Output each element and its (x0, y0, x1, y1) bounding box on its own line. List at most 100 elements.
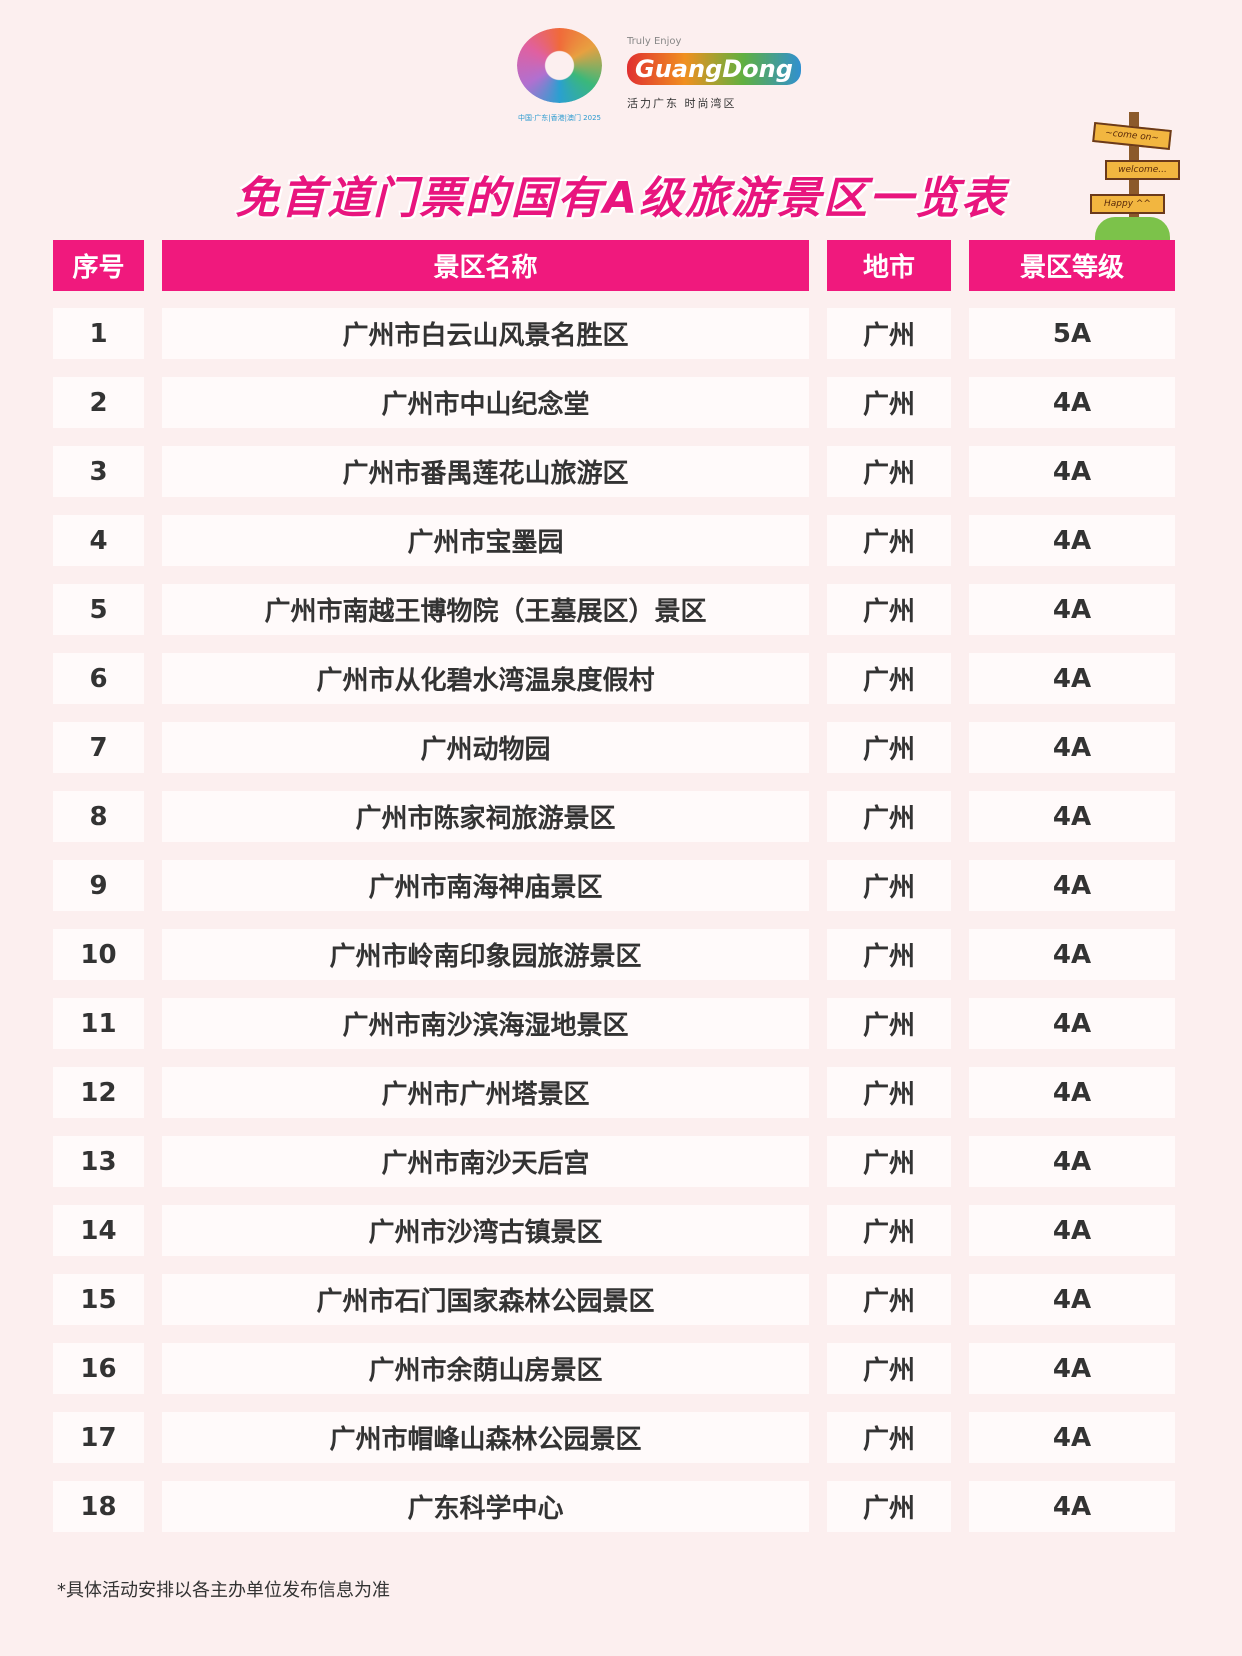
cell-index: 5 (53, 584, 144, 635)
cell-name: 广州市南沙天后宫 (162, 1136, 809, 1187)
cell-index: 13 (53, 1136, 144, 1187)
cell-name: 广州市余荫山房景区 (162, 1343, 809, 1394)
slogan: 活力广东 时尚湾区 (627, 97, 737, 110)
cell-city: 广州 (827, 791, 951, 842)
cell-index: 14 (53, 1205, 144, 1256)
cell-name: 广州动物园 (162, 722, 809, 773)
cell-index: 9 (53, 860, 144, 911)
cell-city: 广州 (827, 1274, 951, 1325)
cell-name: 广州市中山纪念堂 (162, 377, 809, 428)
table-row: 14 广州市沙湾古镇景区 广州 4A (0, 1205, 1242, 1256)
guangdong-logo: Truly Enjoy GuangDong 活力广东 时尚湾区 (627, 36, 801, 111)
cell-city: 广州 (827, 998, 951, 1049)
cell-index: 4 (53, 515, 144, 566)
cell-level: 4A (969, 1412, 1175, 1463)
table-row: 12 广州市广州塔景区 广州 4A (0, 1067, 1242, 1118)
header-city: 地市 (827, 240, 951, 291)
cell-level: 4A (969, 1274, 1175, 1325)
cell-level: 4A (969, 515, 1175, 566)
cell-index: 16 (53, 1343, 144, 1394)
cell-level: 4A (969, 722, 1175, 773)
cell-name: 广州市广州塔景区 (162, 1067, 809, 1118)
table-row: 9 广州市南海神庙景区 广州 4A (0, 860, 1242, 911)
cell-index: 17 (53, 1412, 144, 1463)
cell-index: 6 (53, 653, 144, 704)
cell-city: 广州 (827, 929, 951, 980)
cell-city: 广州 (827, 1067, 951, 1118)
cell-city: 广州 (827, 1412, 951, 1463)
cell-city: 广州 (827, 653, 951, 704)
cell-city: 广州 (827, 1481, 951, 1532)
cell-city: 广州 (827, 860, 951, 911)
cell-index: 11 (53, 998, 144, 1049)
cell-level: 4A (969, 584, 1175, 635)
guangdong-brand: GuangDong (627, 53, 801, 85)
sign-board: welcome... (1105, 160, 1180, 180)
table-row: 15 广州市石门国家森林公园景区 广州 4A (0, 1274, 1242, 1325)
cell-index: 15 (53, 1274, 144, 1325)
cell-city: 广州 (827, 446, 951, 497)
cell-name: 广州市岭南印象园旅游景区 (162, 929, 809, 980)
cell-level: 4A (969, 929, 1175, 980)
page-title: 免首道门票的国有A级旅游景区一览表 (234, 173, 1008, 224)
table-row: 18 广东科学中心 广州 4A (0, 1481, 1242, 1532)
cell-index: 18 (53, 1481, 144, 1532)
cell-index: 10 (53, 929, 144, 980)
footnote: *具体活动安排以各主办单位发布信息为准 (57, 1580, 390, 1601)
cell-level: 4A (969, 998, 1175, 1049)
cell-index: 8 (53, 791, 144, 842)
sign-board: Happy ^^ (1090, 194, 1165, 214)
table-row: 6 广州市从化碧水湾温泉度假村 广州 4A (0, 653, 1242, 704)
cell-level: 4A (969, 377, 1175, 428)
expo-caption: 中国·广东|香港|澳门 2025 (518, 114, 601, 122)
cell-level: 4A (969, 446, 1175, 497)
cell-name: 广州市南越王博物院（王墓展区）景区 (162, 584, 809, 635)
cell-name: 广州市白云山风景名胜区 (162, 308, 809, 359)
signpost-illustration: ~come on~ welcome... Happy ^^ (1085, 112, 1180, 242)
cell-index: 12 (53, 1067, 144, 1118)
table-row: 8 广州市陈家祠旅游景区 广州 4A (0, 791, 1242, 842)
cell-city: 广州 (827, 308, 951, 359)
cell-city: 广州 (827, 722, 951, 773)
cell-level: 4A (969, 791, 1175, 842)
cell-name: 广州市石门国家森林公园景区 (162, 1274, 809, 1325)
cell-index: 2 (53, 377, 144, 428)
table-row: 5 广州市南越王博物院（王墓展区）景区 广州 4A (0, 584, 1242, 635)
cell-name: 广州市从化碧水湾温泉度假村 (162, 653, 809, 704)
header-index: 序号 (53, 240, 144, 291)
cell-name: 广州市番禺莲花山旅游区 (162, 446, 809, 497)
cell-name: 广州市宝墨园 (162, 515, 809, 566)
table-row: 2 广州市中山纪念堂 广州 4A (0, 377, 1242, 428)
cell-city: 广州 (827, 515, 951, 566)
header-level: 景区等级 (969, 240, 1175, 291)
flower-emblem-icon (517, 28, 602, 103)
table-header: 序号 景区名称 地市 景区等级 (0, 240, 1242, 291)
cell-name: 广州市沙湾古镇景区 (162, 1205, 809, 1256)
table-row: 11 广州市南沙滨海湿地景区 广州 4A (0, 998, 1242, 1049)
table-row: 13 广州市南沙天后宫 广州 4A (0, 1136, 1242, 1187)
cell-name: 广东科学中心 (162, 1481, 809, 1532)
cell-level: 4A (969, 1205, 1175, 1256)
cell-name: 广州市南海神庙景区 (162, 860, 809, 911)
table-row: 17 广州市帽峰山森林公园景区 广州 4A (0, 1412, 1242, 1463)
cell-level: 4A (969, 653, 1175, 704)
table-row: 10 广州市岭南印象园旅游景区 广州 4A (0, 929, 1242, 980)
expo-logo: 中国·广东|香港|澳门 2025 (512, 28, 607, 133)
truly-enjoy-text: Truly Enjoy (627, 36, 682, 47)
cell-level: 5A (969, 308, 1175, 359)
cell-city: 广州 (827, 377, 951, 428)
cell-city: 广州 (827, 584, 951, 635)
cell-city: 广州 (827, 1343, 951, 1394)
table-row: 4 广州市宝墨园 广州 4A (0, 515, 1242, 566)
table-row: 16 广州市余荫山房景区 广州 4A (0, 1343, 1242, 1394)
cell-name: 广州市帽峰山森林公园景区 (162, 1412, 809, 1463)
table-row: 1 广州市白云山风景名胜区 广州 5A (0, 308, 1242, 359)
sign-board: ~come on~ (1092, 121, 1172, 151)
cell-level: 4A (969, 860, 1175, 911)
table-row: 7 广州动物园 广州 4A (0, 722, 1242, 773)
cell-name: 广州市陈家祠旅游景区 (162, 791, 809, 842)
cell-level: 4A (969, 1136, 1175, 1187)
cell-index: 1 (53, 308, 144, 359)
cell-level: 4A (969, 1343, 1175, 1394)
header-name: 景区名称 (162, 240, 809, 291)
